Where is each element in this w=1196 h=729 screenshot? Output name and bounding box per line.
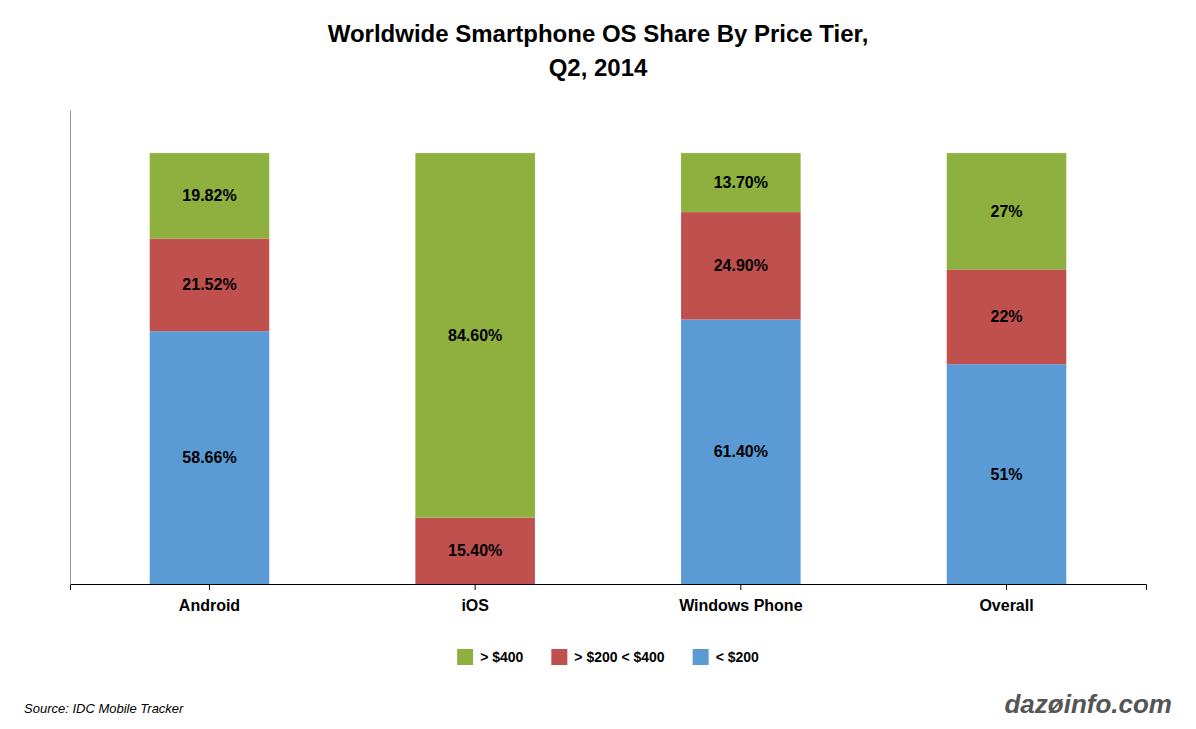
- source-note: Source: IDC Mobile Tracker: [24, 701, 184, 716]
- series-bars: [150, 319, 1067, 584]
- title-group: Worldwide Smartphone OS Share By Price T…: [328, 20, 869, 81]
- bar-segment: [681, 212, 801, 319]
- legend-label: > $200 < $400: [574, 649, 665, 665]
- x-axis-line: [71, 585, 1147, 591]
- x-tick-label: Overall: [979, 597, 1033, 614]
- x-tick: Windows Phone: [679, 584, 803, 614]
- x-tick-mark: [475, 584, 476, 590]
- bar-segment: [415, 153, 535, 518]
- plot-area: 58.66% 61.40% 51% 21.52% 15.40% 24.90% 22% 19.8…: [71, 111, 1147, 614]
- x-tick-label: Windows Phone: [679, 597, 803, 614]
- bar-segment: [681, 319, 801, 584]
- data-label: 61.40%: [714, 443, 768, 460]
- bar-segment: [150, 238, 270, 331]
- x-tick-mark: [740, 584, 741, 590]
- subtitle: Q2, 2014: [549, 54, 648, 81]
- legend-item: < $200: [693, 649, 759, 665]
- legend-swatch: [551, 649, 567, 665]
- bar-segment: [947, 364, 1067, 584]
- data-label: 24.90%: [714, 257, 768, 274]
- y-axis-line: [70, 111, 71, 585]
- bar-segment: [150, 153, 270, 238]
- legend-item: > $400: [457, 649, 523, 665]
- legend-label: > $400: [480, 649, 523, 665]
- x-tick-mark: [1006, 584, 1007, 590]
- x-tick: iOS: [461, 584, 489, 614]
- x-tick-mark: [209, 584, 210, 590]
- legend-swatch: [457, 649, 473, 665]
- legend: > $400 > $200 < $400 < $200: [457, 649, 759, 665]
- y-axis: [70, 111, 71, 585]
- bar-segment: [415, 518, 535, 584]
- data-label: 21.52%: [182, 276, 236, 293]
- x-tick: Android: [179, 584, 240, 614]
- legend-label: < $200: [716, 649, 759, 665]
- bar-segment: [947, 269, 1067, 364]
- x-tick-label: Android: [179, 597, 240, 614]
- x-axis: Android iOS Windows Phone Overall: [71, 584, 1147, 614]
- series-bars: [150, 212, 1067, 584]
- series-bars: [150, 153, 1067, 518]
- watermark: dazøinfo.com: [1004, 689, 1172, 719]
- legend-item: > $200 < $400: [551, 649, 665, 665]
- bar-segment: [947, 153, 1067, 269]
- bar-segment: [150, 331, 270, 584]
- data-label: 15.40%: [448, 542, 502, 559]
- data-label: 27%: [991, 203, 1023, 220]
- x-tick-label: iOS: [461, 597, 489, 614]
- data-label: 51%: [991, 466, 1023, 483]
- bar-segment: [681, 153, 801, 212]
- title: Worldwide Smartphone OS Share By Price T…: [328, 20, 869, 47]
- x-tick: Overall: [979, 584, 1033, 614]
- data-label: 84.60%: [448, 327, 502, 344]
- chart: Worldwide Smartphone OS Share By Price T…: [0, 0, 1196, 729]
- data-label: 13.70%: [714, 174, 768, 191]
- data-label: 58.66%: [182, 449, 236, 466]
- bars: [150, 153, 1067, 584]
- data-labels: 58.66% 61.40% 51% 21.52% 15.40% 24.90% 22% 19.8…: [182, 174, 1022, 559]
- legend-swatch: [693, 649, 709, 665]
- data-label: 19.82%: [182, 187, 236, 204]
- data-label: 22%: [991, 308, 1023, 325]
